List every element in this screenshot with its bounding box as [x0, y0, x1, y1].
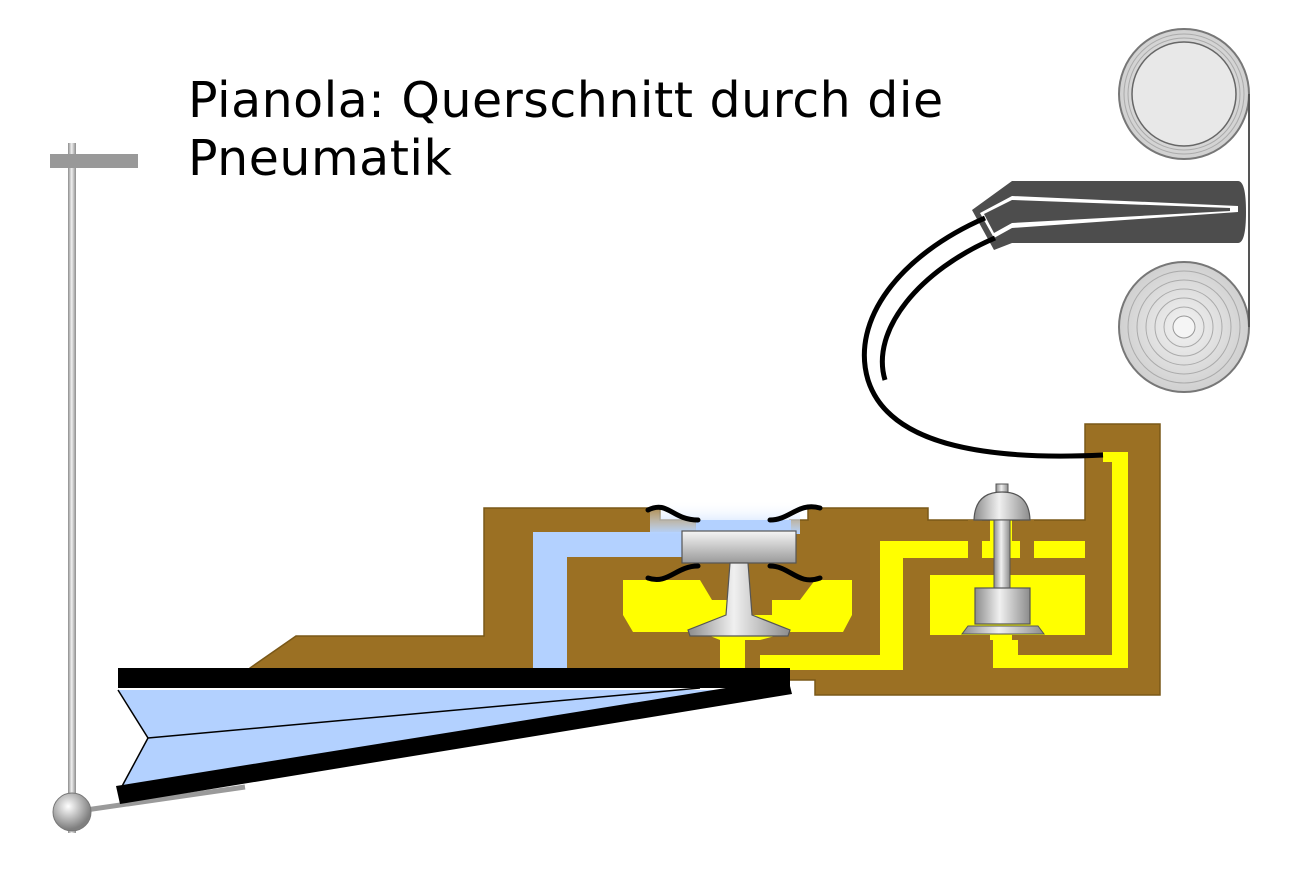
- tracker-hose: [861, 215, 1104, 459]
- primary-valve: [645, 504, 823, 637]
- bottom-roll: [1118, 261, 1250, 393]
- tracker-bar: [972, 181, 1246, 250]
- top-roll: [1118, 28, 1250, 160]
- title-line-1: Pianola: Querschnitt durch die: [188, 72, 944, 129]
- striker-pneumatic: [116, 668, 792, 804]
- diagram-title: Pianola: Querschnitt durch die Pneumatik: [188, 72, 1008, 188]
- title-line-2: Pneumatik: [188, 130, 453, 187]
- secondary-valve: [961, 483, 1045, 635]
- key-rod: [50, 143, 246, 833]
- pivot-ball: [52, 792, 92, 832]
